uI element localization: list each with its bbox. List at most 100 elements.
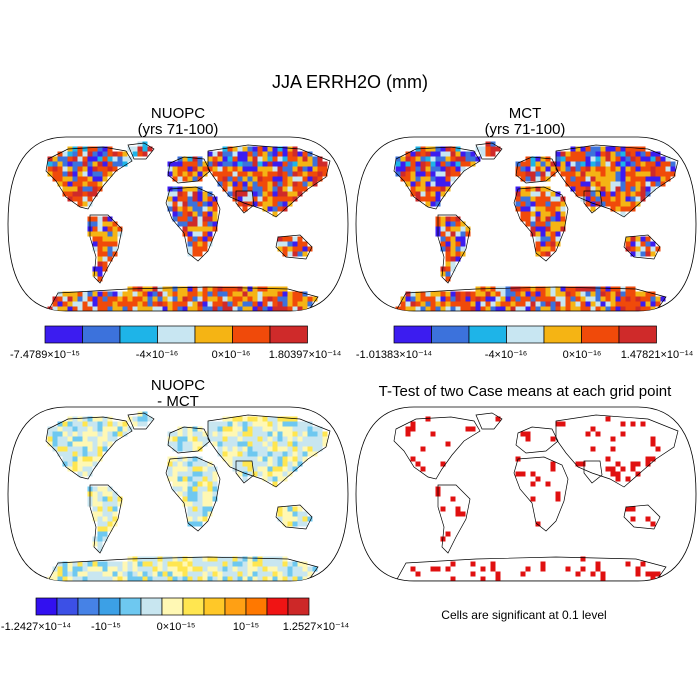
grid-cell [560, 216, 566, 222]
grid-cell [460, 306, 466, 311]
grid-cell [445, 216, 451, 222]
grid-cell [520, 166, 526, 172]
grid-cell [560, 156, 566, 162]
grid-cell [282, 186, 288, 192]
grid-cell [202, 431, 208, 437]
grid-cell [665, 176, 671, 182]
grid-cell [635, 166, 641, 172]
grid-cell [585, 301, 591, 307]
grid-cell [282, 161, 288, 167]
grid-cell [645, 251, 651, 257]
grid-cell [47, 441, 53, 447]
grid-cell [600, 186, 606, 192]
grid-cell [645, 516, 651, 522]
grid-cell [257, 156, 263, 162]
grid-cell [630, 176, 636, 182]
grid-cell [227, 146, 233, 152]
grid-cell [297, 426, 303, 432]
grid-cell [257, 186, 263, 192]
colorbar-swatch [98, 597, 121, 616]
grid-cell [222, 181, 228, 187]
grid-cell [97, 181, 103, 187]
grid-cell [605, 171, 611, 177]
grid-cell [107, 306, 113, 311]
grid-cell [212, 491, 218, 497]
grid-cell [187, 466, 193, 472]
grid-cell [192, 461, 198, 467]
grid-cell [277, 561, 283, 567]
grid-cell [272, 426, 278, 432]
grid-cell [167, 286, 173, 292]
grid-cell [112, 566, 118, 572]
grid-cell [207, 496, 213, 502]
grid-cell [460, 301, 466, 307]
grid-cell [322, 431, 328, 437]
grid-cell [237, 556, 243, 562]
colorbar-label: -10⁻¹⁵ [91, 621, 121, 633]
grid-cell [575, 171, 581, 177]
grid-cell [187, 486, 193, 492]
colorbar-swatch [468, 325, 507, 344]
grid-cell [107, 526, 113, 532]
grid-cell [630, 156, 636, 162]
grid-cell [72, 166, 78, 172]
grid-cell [237, 176, 243, 182]
grid-cell [530, 306, 536, 311]
grid-cell [82, 451, 88, 457]
grid-cell [292, 516, 298, 522]
grid-cell [237, 196, 243, 202]
grid-cell [297, 156, 303, 162]
grid-cell [635, 146, 641, 152]
grid-cell [297, 561, 303, 567]
grid-cell [322, 436, 328, 442]
grid-cell [600, 151, 606, 157]
grid-cell [297, 166, 303, 172]
grid-cell [117, 291, 123, 297]
grid-cell [475, 291, 481, 297]
grid-cell [212, 496, 218, 502]
grid-cell [207, 296, 213, 302]
grid-cell [455, 511, 461, 517]
grid-cell [122, 576, 128, 581]
grid-cell [312, 176, 318, 182]
grid-cell [87, 446, 93, 452]
grid-cell [142, 301, 148, 307]
grid-cell [132, 576, 138, 581]
grid-cell [212, 576, 218, 581]
grid-cell [535, 236, 541, 242]
grid-cell [307, 421, 313, 427]
grid-cell [177, 481, 183, 487]
coastline [165, 186, 221, 262]
grid-cell [550, 306, 556, 311]
grid-cell [62, 181, 68, 187]
grid-cell [157, 291, 163, 297]
grid-cell [212, 571, 218, 577]
grid-cell [72, 176, 78, 182]
grid-cell [530, 231, 536, 237]
grid-cell [177, 196, 183, 202]
grid-cell [107, 256, 113, 262]
colorbar-swatch [224, 597, 247, 616]
grid-cell [57, 291, 63, 297]
grid-cell [67, 566, 73, 572]
grid-cell [620, 181, 626, 187]
grid-cell [292, 461, 298, 467]
grid-cell [297, 191, 303, 197]
grid-cell [182, 501, 188, 507]
grid-cell [312, 156, 318, 162]
grid-cell [77, 426, 83, 432]
grid-cell [575, 306, 581, 311]
grid-cell [257, 571, 263, 577]
grid-cell [172, 431, 178, 437]
grid-cell [322, 161, 328, 167]
grid-cell [197, 246, 203, 252]
grid-cell [197, 196, 203, 202]
grid-cell [207, 196, 213, 202]
grid-cell [167, 191, 173, 197]
coastline [47, 556, 319, 581]
grid-cell [157, 556, 163, 562]
grid-cell [282, 296, 288, 302]
grid-cell [242, 476, 248, 482]
grid-cell [177, 446, 183, 452]
grid-cell [102, 496, 108, 502]
